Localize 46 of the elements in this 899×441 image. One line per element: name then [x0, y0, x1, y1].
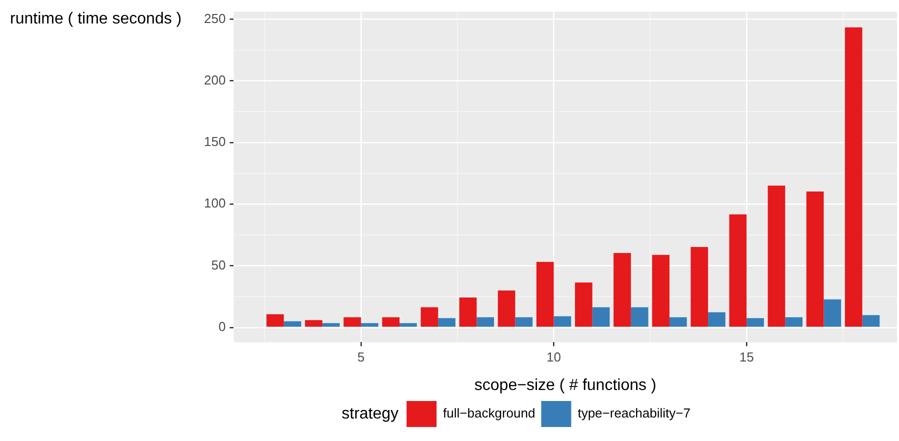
y-axis-title: runtime ( time seconds ): [10, 10, 182, 28]
bar: [476, 317, 494, 327]
y-tick-label: 250: [204, 10, 226, 26]
bar: [438, 318, 456, 327]
bar: [824, 299, 842, 327]
y-tick-label: 50: [211, 257, 226, 272]
y-tick-label: 150: [204, 134, 226, 150]
bar: [266, 314, 284, 327]
bar: [536, 262, 554, 327]
bar: [708, 312, 726, 327]
x-tick-label: 15: [739, 350, 754, 365]
x-axis-title: scope−size ( # functions ): [474, 376, 656, 394]
bar: [729, 214, 747, 327]
bar: [382, 317, 400, 327]
bar: [746, 318, 764, 327]
bar: [400, 323, 417, 327]
bar: [344, 317, 361, 327]
bar: [420, 307, 438, 327]
legend-title: strategy: [342, 405, 399, 422]
bar: [322, 323, 340, 327]
y-tick-label: 200: [204, 72, 226, 88]
bar: [768, 186, 786, 327]
bar: [614, 252, 631, 327]
bar: [459, 297, 477, 327]
bar: [592, 307, 610, 327]
bar: [785, 317, 803, 327]
y-tick-label: 0: [218, 318, 226, 334]
bar: [284, 321, 302, 327]
legend-label: type−reachability−7: [578, 406, 690, 421]
bar: [652, 254, 670, 327]
bar: [690, 247, 708, 327]
bar: [669, 317, 687, 327]
bar: [862, 315, 880, 327]
x-tick-label: 10: [546, 350, 562, 365]
bar: [554, 316, 572, 327]
x-tick-label: 5: [357, 350, 365, 365]
bar: [574, 282, 592, 327]
bar: [498, 290, 516, 327]
bar: [806, 192, 824, 327]
bar: [630, 307, 648, 327]
bar: [844, 27, 862, 327]
bar: [305, 320, 322, 327]
bar: [515, 317, 533, 327]
bar: [360, 323, 378, 327]
y-tick-label: 100: [204, 196, 226, 211]
legend-label: full−background: [443, 406, 536, 421]
